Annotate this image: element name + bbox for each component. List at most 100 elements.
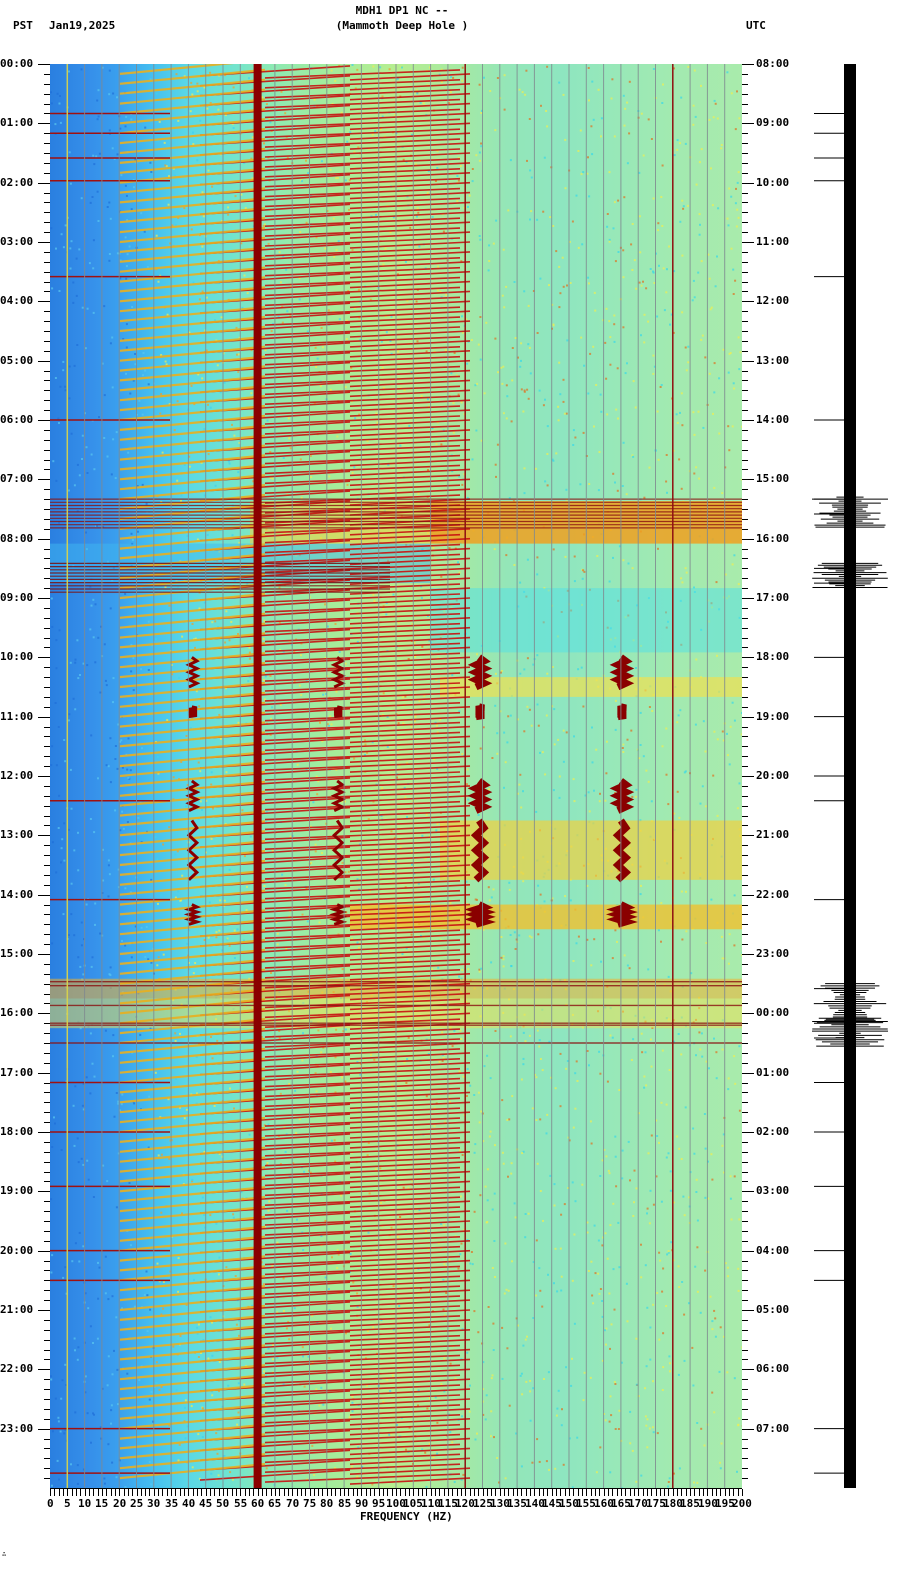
frequency-axis-tick bbox=[457, 1489, 458, 1496]
frequency-axis-tick bbox=[132, 1489, 133, 1496]
right-axis-tick bbox=[742, 687, 748, 688]
left-axis-tick bbox=[44, 1409, 50, 1410]
left-axis-label: 17:00 bbox=[0, 1066, 34, 1079]
frequency-axis-tick bbox=[742, 1489, 743, 1496]
left-axis-tick bbox=[38, 420, 50, 421]
left-axis-tick bbox=[44, 1419, 50, 1420]
frequency-axis-tick bbox=[227, 1489, 228, 1496]
left-axis-tick bbox=[44, 460, 50, 461]
right-axis-tick bbox=[742, 450, 748, 451]
left-axis-tick bbox=[38, 1191, 50, 1192]
right-axis-tick bbox=[742, 736, 748, 737]
frequency-axis-label: 60 bbox=[251, 1497, 265, 1510]
right-axis-tick bbox=[742, 1340, 748, 1341]
left-axis-tick bbox=[44, 1350, 50, 1351]
left-axis-tick bbox=[44, 173, 50, 174]
left-axis-tick bbox=[44, 1092, 50, 1093]
left-axis-tick bbox=[44, 608, 50, 609]
right-axis-tick bbox=[742, 786, 748, 787]
right-axis-tick bbox=[742, 509, 748, 510]
right-axis-label: 16:00 bbox=[756, 532, 790, 545]
right-axis-tick bbox=[742, 934, 748, 935]
frequency-axis-tick bbox=[59, 1489, 60, 1496]
frequency-axis-label: 35 bbox=[165, 1497, 179, 1510]
left-axis-tick bbox=[44, 578, 50, 579]
frequency-axis-tick bbox=[145, 1489, 146, 1496]
right-axis-label: 02:00 bbox=[756, 1125, 790, 1138]
frequency-axis-tick bbox=[630, 1489, 631, 1496]
left-axis-tick bbox=[44, 875, 50, 876]
frequency-axis-tick bbox=[534, 1489, 535, 1496]
right-axis-tick bbox=[742, 1369, 754, 1370]
frequency-axis-tick bbox=[612, 1489, 613, 1496]
frequency-axis-tick bbox=[729, 1489, 730, 1496]
frequency-axis-tick bbox=[72, 1489, 73, 1496]
frequency-axis-tick bbox=[331, 1489, 332, 1496]
right-axis-tick bbox=[742, 430, 748, 431]
frequency-axis-label: 65 bbox=[268, 1497, 282, 1510]
left-axis-tick bbox=[44, 1231, 50, 1232]
frequency-axis-tick bbox=[508, 1489, 509, 1496]
frequency-axis-tick bbox=[301, 1489, 302, 1496]
left-axis-tick bbox=[44, 588, 50, 589]
left-axis-tick bbox=[44, 74, 50, 75]
right-axis-tick bbox=[742, 272, 748, 273]
left-timezone-label: PST bbox=[13, 19, 33, 32]
frequency-axis-tick bbox=[275, 1489, 276, 1496]
frequency-axis-label: 75 bbox=[303, 1497, 317, 1510]
right-axis-tick bbox=[742, 183, 754, 184]
left-axis-tick bbox=[44, 1152, 50, 1153]
left-axis-tick bbox=[44, 1053, 50, 1054]
frequency-axis-label: 180 bbox=[663, 1497, 683, 1510]
right-axis-tick bbox=[742, 331, 748, 332]
left-axis-tick bbox=[44, 104, 50, 105]
frequency-axis-tick bbox=[543, 1489, 544, 1496]
left-axis-label: 04:00 bbox=[0, 294, 34, 307]
right-axis-tick bbox=[742, 469, 748, 470]
frequency-axis-tick bbox=[271, 1489, 272, 1496]
right-axis-label: 06:00 bbox=[756, 1362, 790, 1375]
frequency-axis-label: 120 bbox=[455, 1497, 475, 1510]
left-axis-tick bbox=[44, 371, 50, 372]
left-axis-tick bbox=[44, 638, 50, 639]
frequency-axis-label: 110 bbox=[421, 1497, 441, 1510]
right-axis-tick bbox=[742, 113, 748, 114]
frequency-axis-label: 170 bbox=[628, 1497, 648, 1510]
right-axis-tick bbox=[742, 1122, 748, 1123]
left-axis-tick bbox=[44, 222, 50, 223]
date-label: Jan19,2025 bbox=[49, 19, 116, 32]
right-axis-label: 09:00 bbox=[756, 116, 790, 129]
frequency-axis-tick bbox=[681, 1489, 682, 1496]
right-axis-tick bbox=[742, 529, 748, 530]
left-axis-tick bbox=[44, 153, 50, 154]
right-axis-tick bbox=[742, 845, 748, 846]
right-axis-label: 22:00 bbox=[756, 888, 790, 901]
left-axis-tick bbox=[44, 321, 50, 322]
left-axis-tick bbox=[44, 687, 50, 688]
left-axis-tick bbox=[44, 806, 50, 807]
left-axis-tick bbox=[44, 924, 50, 925]
right-axis-tick bbox=[742, 608, 748, 609]
frequency-axis-tick bbox=[487, 1489, 488, 1496]
right-axis-tick bbox=[742, 262, 748, 263]
left-axis-label: 15:00 bbox=[0, 947, 34, 960]
frequency-axis-label: 100 bbox=[386, 1497, 406, 1510]
frequency-axis-label: 40 bbox=[182, 1497, 196, 1510]
frequency-axis-label: 25 bbox=[130, 1497, 144, 1510]
left-axis-label: 00:00 bbox=[0, 57, 34, 70]
right-axis-tick bbox=[742, 252, 748, 253]
frequency-axis-tick bbox=[625, 1489, 626, 1496]
frequency-axis-tick bbox=[249, 1489, 250, 1496]
frequency-axis-tick bbox=[374, 1489, 375, 1496]
frequency-axis-tick bbox=[236, 1489, 237, 1496]
left-axis-tick bbox=[44, 499, 50, 500]
station-name: (Mammoth Deep Hole ) bbox=[335, 19, 469, 32]
right-axis-tick bbox=[742, 667, 748, 668]
right-axis-tick bbox=[742, 193, 748, 194]
left-axis-tick bbox=[44, 736, 50, 737]
right-axis-tick bbox=[742, 588, 748, 589]
frequency-axis-tick bbox=[210, 1489, 211, 1496]
frequency-axis-tick bbox=[89, 1489, 90, 1496]
frequency-axis-tick bbox=[513, 1489, 514, 1496]
left-axis-tick bbox=[44, 94, 50, 95]
